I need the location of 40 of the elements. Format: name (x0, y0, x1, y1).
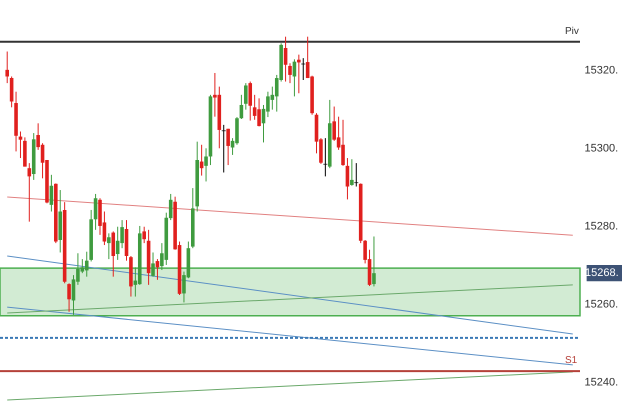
candlestick (288, 62, 292, 84)
candlestick (107, 232, 111, 260)
candlestick (292, 58, 296, 97)
candlestick (94, 193, 98, 230)
candlestick (151, 252, 155, 278)
y-tick-label: 15300. (584, 142, 618, 154)
ref-line-label: S1 (565, 355, 578, 366)
candlestick (226, 128, 230, 166)
candlestick (222, 124, 226, 173)
candlestick (10, 76, 14, 108)
candlestick (257, 98, 261, 127)
candlestick (341, 119, 345, 166)
y-tick-label: 15260. (584, 298, 618, 310)
y-tick-label: 15280. (584, 220, 618, 232)
candlestick (204, 148, 208, 182)
ref-line-label: Piv (565, 26, 579, 37)
candlestick (111, 230, 116, 278)
candlestick (301, 58, 306, 80)
candlestick (323, 138, 328, 177)
candlestick (200, 144, 204, 176)
candlestick (28, 162, 32, 222)
candlestick (244, 82, 248, 110)
candlestick (354, 162, 358, 188)
text: 15268. (585, 267, 619, 280)
candlestick (5, 51, 10, 84)
candlestick (84, 251, 89, 278)
candlestick (67, 282, 71, 312)
candlestick (372, 236, 376, 287)
candlestick (248, 81, 252, 122)
candlestick (346, 158, 350, 200)
candlestick (18, 131, 22, 159)
candlestick (156, 258, 160, 280)
candlestick (142, 226, 146, 244)
candlestick (240, 94, 244, 120)
candlestick (284, 36, 288, 82)
y-tick-label: 15320. (584, 64, 618, 76)
candlestick (50, 174, 54, 212)
candlestick (350, 158, 354, 186)
y-tick-label: 15240. (584, 376, 618, 389)
candlestick (297, 54, 301, 94)
